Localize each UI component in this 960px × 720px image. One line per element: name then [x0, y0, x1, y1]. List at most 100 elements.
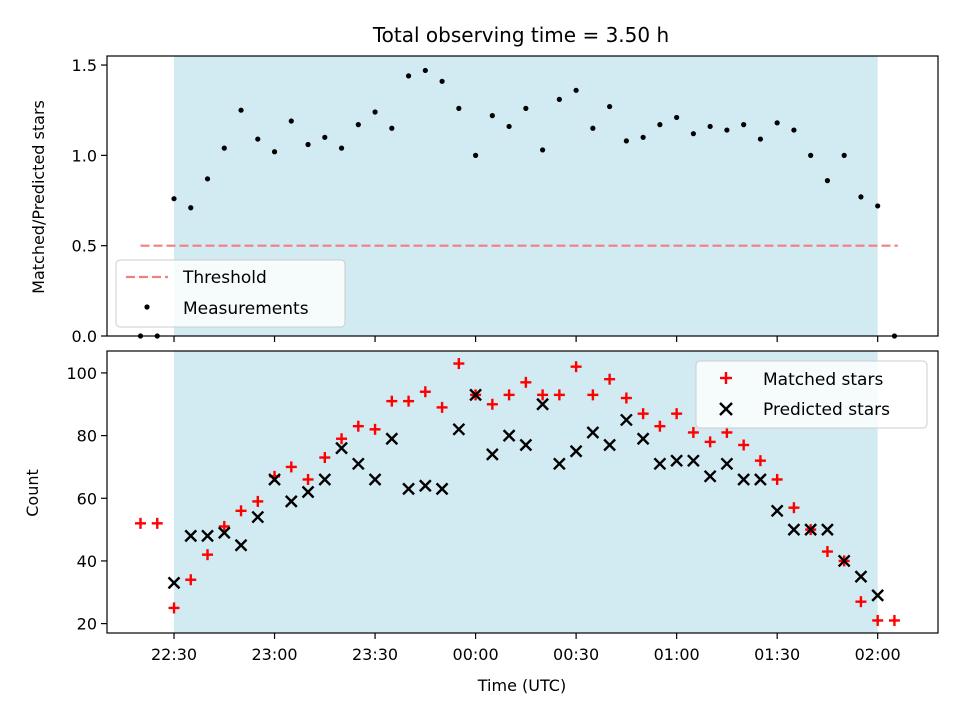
predicted-star-point — [469, 388, 482, 402]
predicted-star-point — [318, 473, 332, 486]
predicted-star-point — [854, 570, 868, 583]
measurement-point — [456, 105, 462, 111]
measurement-point — [540, 147, 546, 153]
measurement-point — [791, 127, 797, 133]
predicted-star-point — [553, 457, 566, 471]
predicted-star-point — [385, 432, 399, 446]
measurement-point — [590, 125, 596, 131]
predicted-star-point — [770, 504, 784, 518]
matched-star-point — [352, 420, 364, 432]
matched-star-point — [285, 461, 297, 473]
predicted-star-point — [167, 576, 181, 590]
measurement-point — [422, 67, 428, 74]
measurement-point — [757, 136, 764, 142]
predicted-star-point — [201, 529, 214, 543]
matched-star-point — [202, 549, 214, 561]
top-legend-box — [115, 259, 346, 328]
top-axes-frame — [106, 55, 939, 337]
matched-star-point — [888, 614, 900, 626]
measurement-point — [674, 114, 680, 121]
measurement-point — [657, 122, 663, 128]
x-tick-label: 00:30 — [553, 645, 599, 664]
y-tick-label: 1.0 — [72, 146, 97, 165]
measurement-point — [288, 118, 294, 124]
top-legend: Threshold Measurements — [115, 259, 346, 328]
matched-star-point — [302, 473, 314, 485]
matched-star-point — [252, 495, 264, 507]
measurement-point — [221, 145, 227, 151]
predicted-star-point — [435, 482, 449, 496]
measurement-point — [858, 194, 864, 200]
predicted-star-point — [519, 438, 533, 452]
measurement-point — [472, 152, 479, 158]
predicted-star-point — [670, 454, 683, 468]
predicted-star-point — [301, 485, 315, 499]
predicted-star-point — [418, 479, 432, 493]
measurement-point — [439, 78, 445, 84]
legend-predicted-label: Predicted stars — [763, 400, 890, 420]
measurement-point — [171, 196, 177, 202]
predicted-star-point — [485, 448, 499, 461]
predicted-star-point — [452, 422, 466, 436]
measurement-point — [774, 120, 780, 126]
bottom-y-axis-label: Count — [23, 469, 42, 517]
predicted-star-point — [837, 554, 851, 568]
measurement-point — [372, 109, 378, 115]
bottom-legend: Matched stars Predicted stars — [695, 360, 928, 429]
matched-star-point — [704, 436, 716, 448]
measurement-point — [255, 136, 261, 142]
y-tick-label: 0.5 — [72, 237, 97, 256]
count-points — [135, 358, 900, 626]
x-tick-label: 23:00 — [251, 645, 297, 664]
predicted-star-point — [402, 482, 415, 496]
matched-star-point — [453, 358, 465, 370]
bottom-x-ticks: 22:30 23:00 23:30 00:00 00:30 01:00 01:30 02:00 — [151, 633, 901, 664]
bottom-axes-frame — [106, 350, 939, 634]
x-axis-label: Time (UTC) — [477, 676, 566, 695]
predicted-star-point — [703, 469, 717, 483]
predicted-star-point — [737, 473, 751, 486]
measurement-point — [824, 178, 831, 184]
measurement-point — [338, 145, 345, 151]
measurement-point — [808, 152, 814, 158]
matched-star-point — [821, 546, 833, 558]
matched-star-point — [419, 386, 431, 398]
measurement-point — [389, 125, 395, 131]
predicted-star-point — [653, 457, 667, 471]
top-panel: 0.0 0.5 1.0 1.5 Matched/Predicted stars Thr… — [29, 55, 939, 346]
matched-star-point — [738, 439, 750, 451]
predicted-star-point — [284, 495, 298, 508]
x-tick-label: 22:30 — [151, 645, 197, 664]
measurement-point — [305, 141, 311, 148]
y-tick-label: 80 — [77, 427, 97, 446]
chart-title: Total observing time = 3.50 h — [372, 23, 669, 47]
predicted-star-point — [351, 457, 365, 471]
matched-star-point — [319, 452, 331, 464]
y-tick-label: 0.0 — [72, 327, 97, 346]
y-tick-label: 20 — [77, 615, 97, 634]
measurement-point — [623, 138, 629, 144]
matched-star-point — [721, 426, 733, 438]
matched-star-point — [185, 574, 197, 586]
legend-measurements-swatch — [144, 304, 150, 310]
legend-threshold-label: Threshold — [182, 268, 267, 288]
predicted-star-point — [603, 438, 616, 452]
matched-star-point — [436, 401, 448, 413]
x-tick-label: 01:30 — [754, 645, 800, 664]
legend-matched-swatch — [720, 372, 732, 384]
matched-star-point — [587, 389, 599, 401]
predicted-star-point — [268, 473, 281, 486]
matched-star-point — [671, 408, 683, 420]
matched-star-point — [486, 398, 498, 410]
predicted-star-point — [502, 429, 516, 442]
measurement-point — [238, 107, 244, 113]
predicted-star-point — [754, 473, 767, 486]
y-tick-label: 40 — [77, 552, 97, 571]
measurement-point — [204, 176, 211, 182]
predicted-star-point — [720, 457, 734, 471]
legend-predicted-swatch — [719, 402, 733, 416]
measurement-point — [573, 87, 579, 93]
matched-star-point — [637, 408, 649, 420]
measurement-point — [556, 96, 562, 102]
